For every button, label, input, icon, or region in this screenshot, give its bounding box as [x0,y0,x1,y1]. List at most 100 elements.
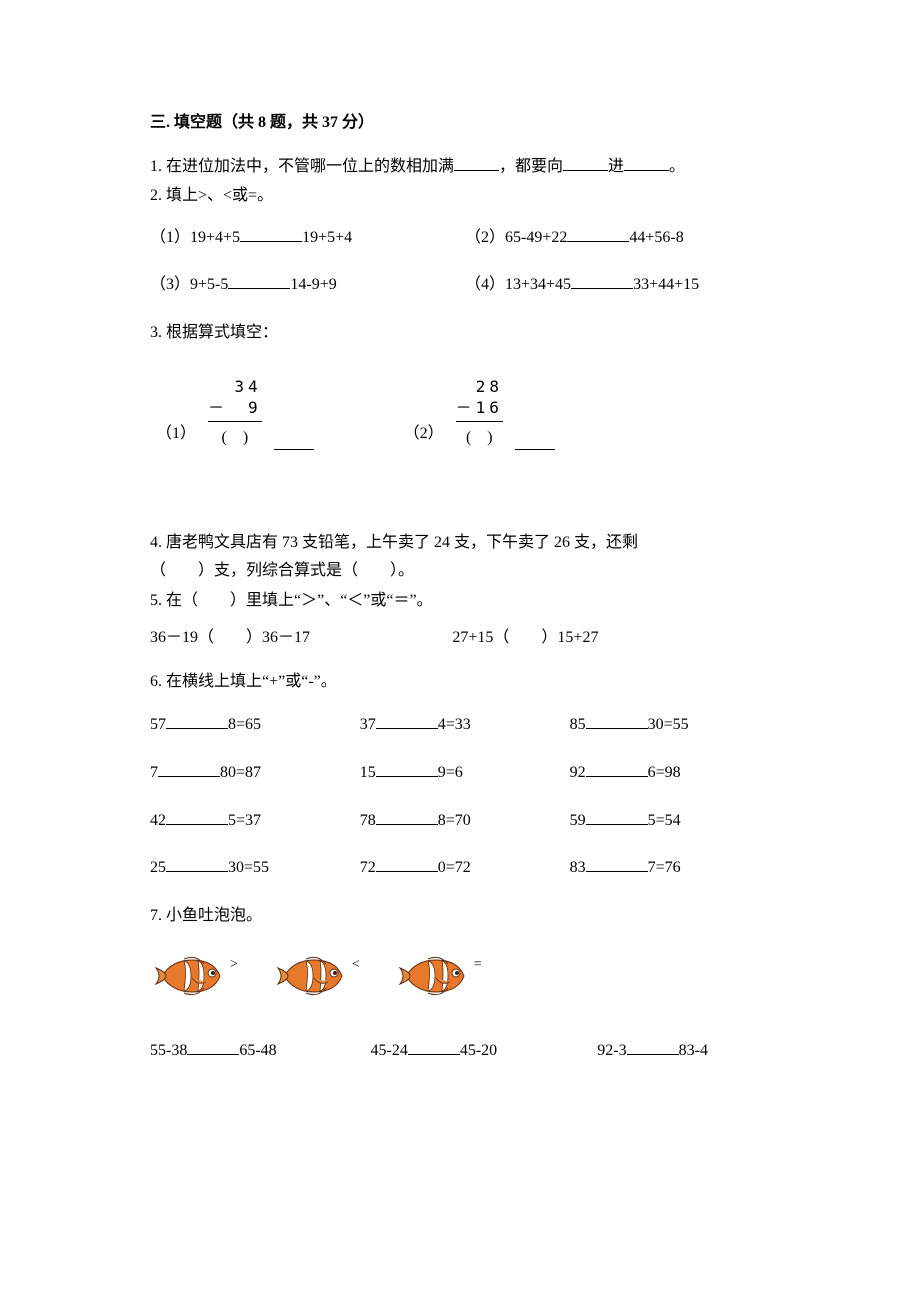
operand: 57 [150,716,166,733]
q7-item: 45-24 45-20 [371,1038,598,1064]
rhs: 30=55 [648,716,689,733]
expr: 33+44+15 [633,276,699,293]
operand: 15 [360,764,376,781]
q1-text-d: 。 [669,158,685,175]
q1-line: 1. 在进位加法中，不管哪一位上的数相加满 ，都要向 进 。 [150,154,780,180]
q2-item: （4）13+34+45 33+44+15 [465,272,780,298]
rhs: 80=87 [220,764,261,781]
answer-paren: ( ) [456,425,503,451]
fish-item: = [398,956,482,996]
q3-label: （2） [404,421,444,451]
q1-text-a: 1. 在进位加法中，不管哪一位上的数相加满 [150,158,454,175]
answer-paren: ( ) [208,425,262,451]
expr: 45-20 [460,1042,497,1059]
expr: 92-3 [597,1042,626,1059]
q2-item: （2）65-49+2244+56-8 [465,225,780,251]
q6-item: 72 0=72 [360,855,570,881]
comparison-symbol: > [230,958,238,972]
rule-line [208,421,262,422]
blank [586,761,648,777]
blank [624,155,669,171]
rhs: 30=55 [228,859,269,876]
q6-head: 6. 在横线上填上“+”或“-”。 [150,669,780,695]
rhs: 0=72 [438,859,471,876]
blank [240,226,302,242]
q3-subtraction-2: （2） 28 －16 ( ) [404,376,555,451]
q5-item: 27+15（ ）15+27 [452,625,598,651]
operand: 83 [570,859,586,876]
q7-item: 92-3 83-4 [597,1038,780,1064]
q1-text-b: ，都要向 [499,158,563,175]
operand: 92 [570,764,586,781]
blank [376,809,438,825]
rhs: 5=54 [648,812,681,829]
expr: （1）19+4+5 [150,229,240,246]
fish-item: > [154,956,238,996]
operand: 25 [150,859,166,876]
q6-item: 83 7=76 [570,855,780,881]
blank [586,856,648,872]
operand: 72 [360,859,376,876]
q3-subtraction-1: （1） 34 － 9 ( ) [156,376,314,451]
operand: 7 [150,764,158,781]
blank [586,713,648,729]
q6-item: 374=33 [360,712,570,738]
blank [166,856,228,872]
fish-icon [398,956,470,996]
blank [166,809,228,825]
expr: 65-48 [239,1042,276,1059]
blank [586,809,648,825]
blank [408,1039,460,1055]
blank [166,713,228,729]
q4-line1: 4. 唐老鸭文具店有 73 支铅笔，上午卖了 24 支，下午卖了 26 支，还剩 [150,530,780,556]
rhs: 7=76 [648,859,681,876]
minuend: 28 [456,376,503,398]
rhs: 4=33 [438,716,471,733]
rhs: 8=70 [438,812,471,829]
q2-item: （1）19+4+5 19+5+4 [150,225,465,251]
blank [627,1039,679,1055]
q6-item: 788=70 [360,808,570,834]
blank [563,155,608,171]
blank [228,273,290,289]
blank [376,713,438,729]
q6-item: 7 80=87 [150,760,360,786]
rhs: 9=6 [438,764,463,781]
blank [567,226,629,242]
q4-line2: （ ）支，列综合算式是（ ）。 [150,558,780,584]
fish-icon [154,956,226,996]
q2-head: 2. 填上>、<或=。 [150,183,780,209]
q6-item: 92 6=98 [570,760,780,786]
fish-item: < [276,956,360,996]
q7-item: 55-3865-48 [150,1038,371,1064]
operand: 59 [570,812,586,829]
q6-item: 8530=55 [570,712,780,738]
q6-item: 59 5=54 [570,808,780,834]
blank [515,434,555,450]
expr: 19+5+4 [302,229,352,246]
q1-text-c: 进 [608,158,624,175]
fish-icon [276,956,348,996]
comparison-symbol: = [474,958,482,972]
rule-line [456,421,503,422]
comparison-symbol: < [352,958,360,972]
q6-item: 57 8=65 [150,712,360,738]
q3-head: 3. 根据算式填空： [150,320,780,346]
section-title: 三. 填空题（共 8 题，共 37 分） [150,110,780,136]
rhs: 6=98 [648,764,681,781]
expr: 83-4 [679,1042,708,1059]
expr: 14-9+9 [290,276,336,293]
blank [274,434,314,450]
q6-item: 25 30=55 [150,855,360,881]
subtrahend: －16 [456,397,503,419]
q6-item: 425=37 [150,808,360,834]
q5-item: 36－19（ ）36－17 [150,625,452,651]
q2-item: （3）9+5-514-9+9 [150,272,465,298]
expr: （4）13+34+45 [465,276,571,293]
expr: 45-24 [371,1042,408,1059]
blank [454,155,499,171]
blank [376,761,438,777]
rhs: 8=65 [228,716,261,733]
blank [571,273,633,289]
minuend: 34 [208,376,262,398]
